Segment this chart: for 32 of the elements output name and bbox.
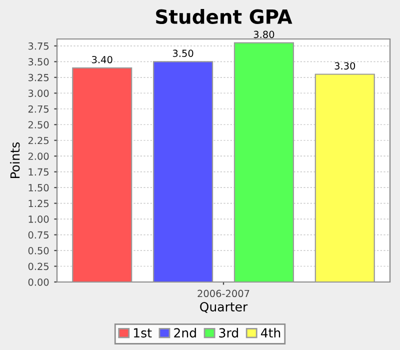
y-tick-label: 3.25 (28, 74, 49, 82)
legend-label: 2nd (174, 328, 196, 338)
y-axis-title: Points (10, 142, 20, 178)
chart-title: Student GPA (156, 8, 292, 24)
y-tick-label: 2.75 (28, 105, 49, 113)
y-tick-label: 1.50 (28, 184, 49, 192)
y-tick-label: 0.00 (28, 278, 49, 286)
y-tick-label: 3.00 (28, 90, 49, 97)
bar (72, 67, 132, 282)
y-tick-label: 2.50 (28, 121, 49, 128)
y-tick-label: 0.25 (28, 262, 49, 270)
bar (153, 61, 214, 282)
legend-label: 4th (260, 328, 280, 338)
data-label: 3.80 (254, 30, 274, 38)
legend-label: 1st (134, 328, 152, 338)
y-tick-label: 3.50 (28, 58, 49, 66)
data-label: 3.40 (92, 56, 112, 64)
y-tick-label: 1.25 (28, 200, 49, 208)
y-tick-label: 0.75 (28, 231, 49, 239)
y-tick-label: 2.00 (28, 152, 49, 160)
bar (234, 42, 294, 282)
y-tick-label: 2.25 (28, 136, 49, 144)
legend-label: 3rd (219, 328, 238, 338)
y-tick-label: 3.75 (28, 42, 49, 50)
x-axis-title: Quarter (200, 302, 248, 313)
data-label: 3.30 (334, 62, 356, 70)
y-tick-label: 1.75 (28, 168, 49, 176)
x-tick-label: 2006-2007 (198, 290, 250, 298)
bar (314, 74, 375, 282)
y-tick-label: 0.50 (28, 247, 49, 254)
y-tick-label: 1.00 (28, 216, 49, 223)
data-label: 3.50 (172, 50, 194, 57)
